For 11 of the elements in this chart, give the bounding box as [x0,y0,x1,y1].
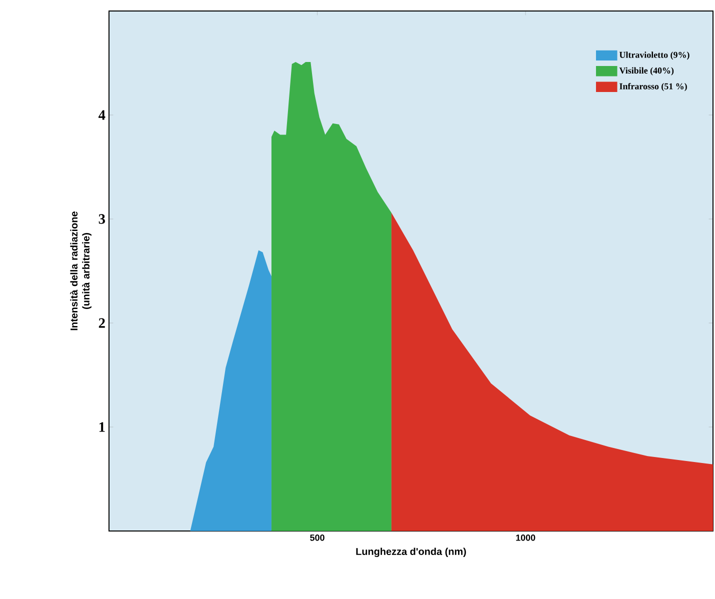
x-axis-title: Lunghezza d'onda (nm) [356,548,466,558]
y-axis-title: Intensità della radiazione (unità arbitrarie) [70,212,92,330]
legend-label: Visibile (40%) [619,67,674,76]
y-tick-label: 4 [98,110,106,120]
y-tick-label: 2 [98,318,105,328]
legend-label: Ultravioletto (9%) [619,52,690,60]
x-tick-label: 500 [310,534,324,541]
x-tick-label: 1000 [516,534,536,541]
y-tick-label: 1 [99,422,105,432]
y-tick-label: 3 [98,214,105,224]
legend-label: Infrarosso (51 %) [620,82,687,92]
